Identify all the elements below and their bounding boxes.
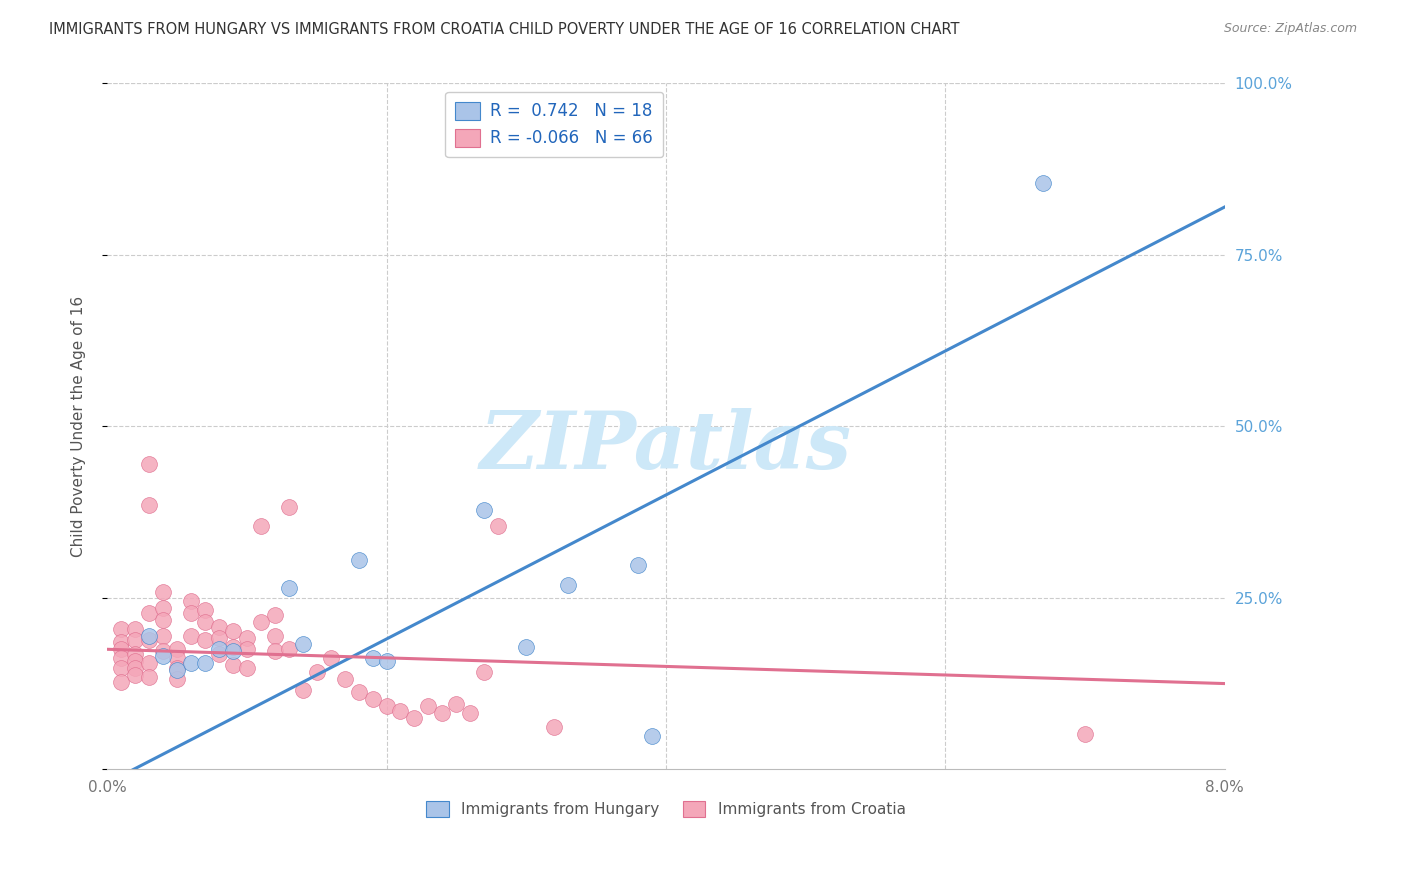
Point xyxy=(236,631,259,645)
Point xyxy=(361,651,384,665)
Point xyxy=(557,578,579,592)
Point xyxy=(110,642,132,657)
Point xyxy=(180,606,202,620)
Point xyxy=(208,647,231,661)
Point xyxy=(347,685,370,699)
Point xyxy=(110,651,132,665)
Point xyxy=(236,642,259,657)
Point xyxy=(194,615,217,629)
Point xyxy=(166,672,188,686)
Point xyxy=(291,638,314,652)
Point xyxy=(641,730,664,744)
Point xyxy=(138,656,160,670)
Point xyxy=(305,665,328,679)
Point xyxy=(1074,726,1097,740)
Point xyxy=(1032,176,1054,190)
Point xyxy=(277,581,299,595)
Point xyxy=(222,640,245,655)
Point xyxy=(138,498,160,512)
Point xyxy=(486,518,509,533)
Point xyxy=(222,658,245,673)
Point xyxy=(152,601,174,615)
Point xyxy=(389,704,412,718)
Point xyxy=(166,642,188,657)
Point xyxy=(249,615,271,629)
Point xyxy=(194,633,217,648)
Point xyxy=(361,692,384,706)
Point xyxy=(124,633,146,648)
Point xyxy=(249,518,271,533)
Point xyxy=(166,661,188,675)
Point xyxy=(110,635,132,649)
Point xyxy=(138,670,160,684)
Point xyxy=(375,654,398,668)
Point xyxy=(460,706,482,720)
Point xyxy=(152,585,174,599)
Point xyxy=(432,706,454,720)
Point xyxy=(418,699,440,714)
Point xyxy=(333,672,356,686)
Point xyxy=(236,661,259,675)
Point xyxy=(152,613,174,627)
Point xyxy=(180,656,202,670)
Point xyxy=(194,656,217,670)
Point xyxy=(208,642,231,657)
Point xyxy=(180,594,202,608)
Point xyxy=(472,503,495,517)
Point xyxy=(124,654,146,668)
Point xyxy=(222,644,245,658)
Point xyxy=(263,607,285,622)
Point xyxy=(124,661,146,675)
Point xyxy=(543,720,565,734)
Point xyxy=(194,603,217,617)
Point xyxy=(515,640,537,655)
Point xyxy=(404,711,426,725)
Point xyxy=(277,500,299,515)
Point xyxy=(110,622,132,636)
Point xyxy=(124,667,146,681)
Text: IMMIGRANTS FROM HUNGARY VS IMMIGRANTS FROM CROATIA CHILD POVERTY UNDER THE AGE O: IMMIGRANTS FROM HUNGARY VS IMMIGRANTS FR… xyxy=(49,22,960,37)
Y-axis label: Child Poverty Under the Age of 16: Child Poverty Under the Age of 16 xyxy=(72,296,86,557)
Point xyxy=(627,558,650,572)
Point xyxy=(208,631,231,645)
Point xyxy=(152,629,174,643)
Point xyxy=(375,699,398,714)
Point xyxy=(166,663,188,677)
Point xyxy=(110,661,132,675)
Point xyxy=(446,697,468,711)
Text: ZIPatlas: ZIPatlas xyxy=(479,409,852,486)
Point xyxy=(152,644,174,658)
Point xyxy=(180,629,202,643)
Point xyxy=(166,651,188,665)
Point xyxy=(319,651,342,665)
Point xyxy=(347,553,370,567)
Text: Source: ZipAtlas.com: Source: ZipAtlas.com xyxy=(1223,22,1357,36)
Point xyxy=(291,683,314,698)
Point xyxy=(152,649,174,664)
Legend: Immigrants from Hungary, Immigrants from Croatia: Immigrants from Hungary, Immigrants from… xyxy=(420,795,912,823)
Point xyxy=(138,629,160,643)
Point xyxy=(124,622,146,636)
Point xyxy=(138,457,160,471)
Point xyxy=(277,642,299,657)
Point xyxy=(263,644,285,658)
Point xyxy=(138,606,160,620)
Point xyxy=(472,665,495,679)
Point xyxy=(124,647,146,661)
Point xyxy=(110,674,132,689)
Point xyxy=(208,620,231,634)
Point xyxy=(263,629,285,643)
Point xyxy=(222,624,245,638)
Point xyxy=(138,633,160,648)
